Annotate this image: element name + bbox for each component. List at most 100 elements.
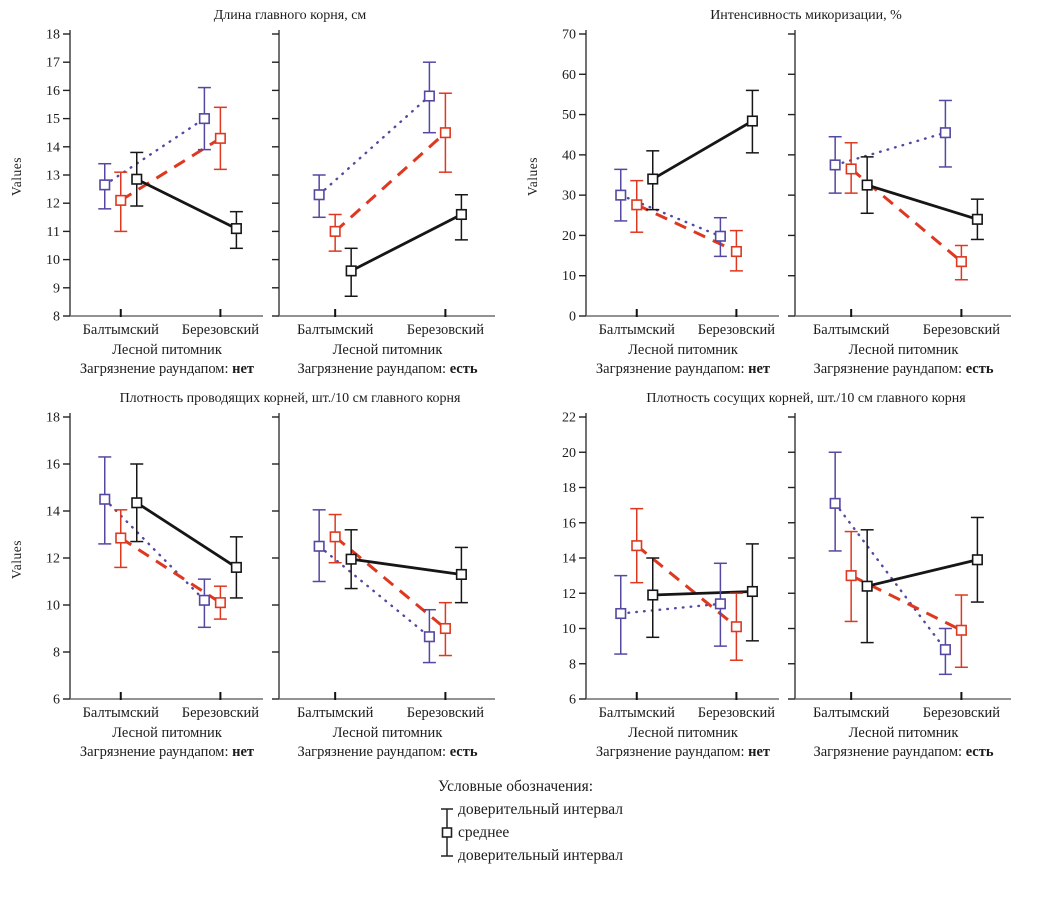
subpanel-caption: Лесной питомник Загрязнение раундапом: е…: [786, 724, 1012, 762]
subpanel-no-contamination: 6 8 10 12 14 16 18 Балтымский Березовский Лесной…: [28, 409, 264, 762]
y-tick-label: 8: [569, 657, 576, 672]
contamination-label: Загрязнение раундапом: есть: [813, 361, 994, 377]
y-tick-label: 20: [562, 446, 576, 461]
subpanel-chart: Балтымский Березовский: [272, 30, 495, 338]
mean-marker: [746, 115, 758, 127]
mean-marker: [615, 189, 627, 201]
y-tick-label: 11: [47, 225, 60, 240]
mean-marker: [939, 644, 951, 656]
mean-marker: [313, 189, 325, 201]
series-line-dotted: [317, 94, 431, 196]
mean-marker: [845, 163, 857, 175]
mean-marker: [971, 554, 983, 566]
mean-marker: [230, 223, 242, 235]
panel-grid: Длина главного корня, см Values 8 9 10 11 12…: [6, 6, 1043, 762]
x-axis-title: Лесной питомник: [848, 342, 959, 358]
panel-title: Длина главного корня, см: [213, 8, 367, 23]
legend-body: доверительный интервал среднее доверител…: [438, 798, 1043, 868]
panel-title: Интенсивность микоризации, %: [710, 8, 902, 23]
mean-marker: [329, 531, 341, 543]
subpanel-chart: 8 9 10 11 12 13 14 15 16 17 18 Балтымский Березовски…: [46, 28, 263, 338]
subpanel-chart: 6 8 10 12 14 16 18 20 22 Балтымский Березовский: [562, 411, 779, 721]
y-tick-label: 12: [46, 197, 60, 212]
series-line-solid: [350, 213, 463, 273]
mean-marker: [329, 225, 341, 237]
subpanel-with-contamination: Балтымский Березовский Лесной питомник За…: [270, 409, 496, 762]
y-tick-label: 10: [46, 599, 60, 614]
legend-header: Условные обозначения:: [438, 778, 594, 795]
subpanel-chart: 6 8 10 12 14 16 18 Балтымский Березовский: [46, 411, 263, 721]
series-line-dashed: [119, 137, 222, 202]
series-line-dotted: [317, 545, 431, 638]
y-axis-label: [522, 409, 544, 709]
category-label: Балтымский: [83, 322, 160, 338]
y-axis-label: Values: [525, 156, 540, 196]
mean-marker: [730, 621, 742, 633]
subpanel-caption: Лесной питомник Загрязнение раундапом: н…: [544, 341, 780, 379]
series-line-solid: [652, 119, 754, 181]
category-label: Березовский: [182, 705, 260, 721]
contamination-label: Загрязнение раундапом: нет: [79, 744, 255, 760]
category-label: Березовский: [698, 705, 776, 721]
subpanel-caption: Лесной питомник Загрязнение раундапом: е…: [270, 341, 496, 379]
series-line-solid: [135, 501, 238, 569]
y-tick-label: 14: [46, 505, 60, 520]
subpanel-no-contamination: 6 8 10 12 14 16 18 20 22 Балтымский Березовский Ле…: [544, 409, 780, 762]
y-tick-label: 16: [562, 516, 576, 531]
figure: Длина главного корня, см Values 8 9 10 11 12…: [6, 6, 1043, 868]
category-label: Балтымский: [813, 705, 890, 721]
mean-marker: [198, 113, 210, 125]
mean-marker: [730, 245, 742, 258]
series-line-solid: [136, 177, 238, 230]
y-tick-label: 0: [569, 310, 576, 325]
category-label: Балтымский: [813, 322, 890, 338]
y-tick-label: 17: [46, 56, 60, 71]
mean-marker: [230, 561, 242, 573]
panel-root-length: Длина главного корня, см Values 8 9 10 11 12…: [6, 6, 518, 379]
contamination-label: Загрязнение раундапом: нет: [595, 361, 771, 377]
series-line-solid: [652, 590, 753, 597]
y-tick-label: 18: [46, 28, 60, 43]
y-tick-label: 16: [46, 84, 60, 99]
series-line-solid: [866, 558, 978, 588]
category-label: Березовский: [407, 322, 485, 338]
mean-marker: [439, 622, 451, 635]
series-line-dashed: [636, 203, 738, 253]
subpanel-caption: Лесной питомник Загрязнение раундапом: е…: [786, 341, 1012, 379]
y-tick-label: 70: [562, 28, 576, 43]
x-axis-title: Лесной питомник: [112, 725, 222, 741]
mean-marker: [423, 90, 435, 102]
subpanel-chart: Балтымский Березовский: [788, 413, 1011, 721]
mean-marker: [631, 199, 643, 211]
subpanel-with-contamination: Балтымский Березовский Лесной питомник За…: [786, 26, 1012, 379]
mean-marker: [423, 631, 435, 643]
series-line-dotted: [619, 193, 722, 238]
error-bar-glyph-icon: [441, 808, 453, 857]
subpanel-with-contamination: Балтымский Березовский Лесной питомник За…: [270, 26, 496, 379]
panel-title: Плотность сосущих корней, шт./10 см глав…: [646, 391, 966, 406]
x-axis-title: Лесной питомник: [628, 342, 738, 358]
series-line-solid: [350, 557, 462, 576]
mean-marker: [214, 132, 226, 144]
legend-item-mean: среднее: [458, 824, 510, 841]
panel-body: Values 6 8 10 12 14 16 18 Балтымский Березовский…: [6, 409, 518, 762]
mean-marker: [131, 497, 143, 509]
series-line-dotted: [619, 602, 722, 615]
category-label: Балтымский: [297, 705, 374, 721]
x-axis-title: Лесной питомник: [332, 725, 443, 741]
subpanel-no-contamination: 0 10 20 30 40 50 60 70 Балтымский Березовский Лес…: [544, 26, 780, 379]
mean-marker: [198, 594, 210, 606]
mean-marker: [131, 173, 143, 185]
y-tick-label: 40: [562, 148, 576, 163]
panel-body: Values 8 9 10 11 12 13 14 15 16 17 18 Балтымский Бер…: [6, 26, 518, 379]
mean-marker: [455, 208, 467, 221]
subpanel-caption: Лесной питомник Загрязнение раундапом: е…: [270, 724, 496, 762]
y-tick-label: 10: [46, 253, 60, 268]
mean-marker: [746, 585, 758, 598]
mean-marker: [115, 532, 127, 544]
mean-marker: [714, 230, 726, 242]
y-tick-label: 9: [53, 281, 60, 296]
mean-marker: [455, 568, 467, 580]
y-tick-label: 14: [46, 140, 60, 155]
series-line-dashed: [334, 131, 447, 233]
